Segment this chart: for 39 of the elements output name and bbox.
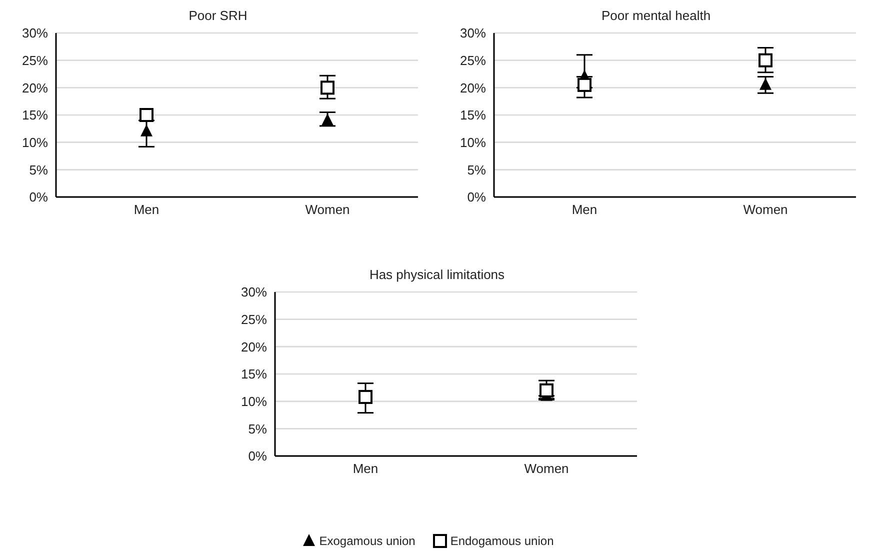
y-tick-label: 20% <box>460 80 486 96</box>
y-tick-label: 15% <box>240 366 268 382</box>
point <box>140 124 152 136</box>
y-tick-label: 30% <box>240 284 268 300</box>
point <box>320 80 334 95</box>
y-tick-label: 30% <box>460 26 486 41</box>
x-tick-label: Women <box>305 202 350 218</box>
y-tick-label: 0% <box>248 448 268 464</box>
y-tick-label: 25% <box>460 52 486 68</box>
y-tick-label: 15% <box>460 108 486 123</box>
y-tick-label: 5% <box>467 162 486 178</box>
point <box>758 53 772 68</box>
x-tick-label: Women <box>743 202 788 218</box>
y-tick-label: 15% <box>22 108 48 123</box>
x-tick-label: Women <box>524 461 569 476</box>
y-tick-label: 10% <box>240 394 268 409</box>
y-tick-label: 5% <box>29 162 48 178</box>
legend-label: Endogamous union <box>449 534 554 548</box>
y-tick-label: 10% <box>22 134 48 150</box>
chart-title: Has physical limitations <box>368 267 506 282</box>
x-tick-label: Men <box>134 202 160 218</box>
y-tick-label: 20% <box>22 80 48 96</box>
point <box>760 78 772 90</box>
legend-label: Exogamous union <box>318 534 416 548</box>
point <box>578 78 592 92</box>
point <box>322 113 334 126</box>
y-tick-label: 0% <box>467 190 486 205</box>
y-tick-label: 20% <box>240 339 268 354</box>
chart-title: Poor mental health <box>600 8 712 23</box>
y-tick-label: 10% <box>460 134 486 150</box>
y-tick-label: 0% <box>29 190 48 205</box>
y-tick-label: 5% <box>248 421 268 436</box>
x-tick-label: Men <box>572 202 598 218</box>
point <box>140 108 154 122</box>
y-tick-label: 25% <box>22 52 48 68</box>
chart-title: Poor SRH <box>188 8 248 23</box>
x-tick-label: Men <box>352 461 378 476</box>
y-tick-label: 30% <box>22 26 48 41</box>
y-tick-label: 25% <box>240 312 268 327</box>
